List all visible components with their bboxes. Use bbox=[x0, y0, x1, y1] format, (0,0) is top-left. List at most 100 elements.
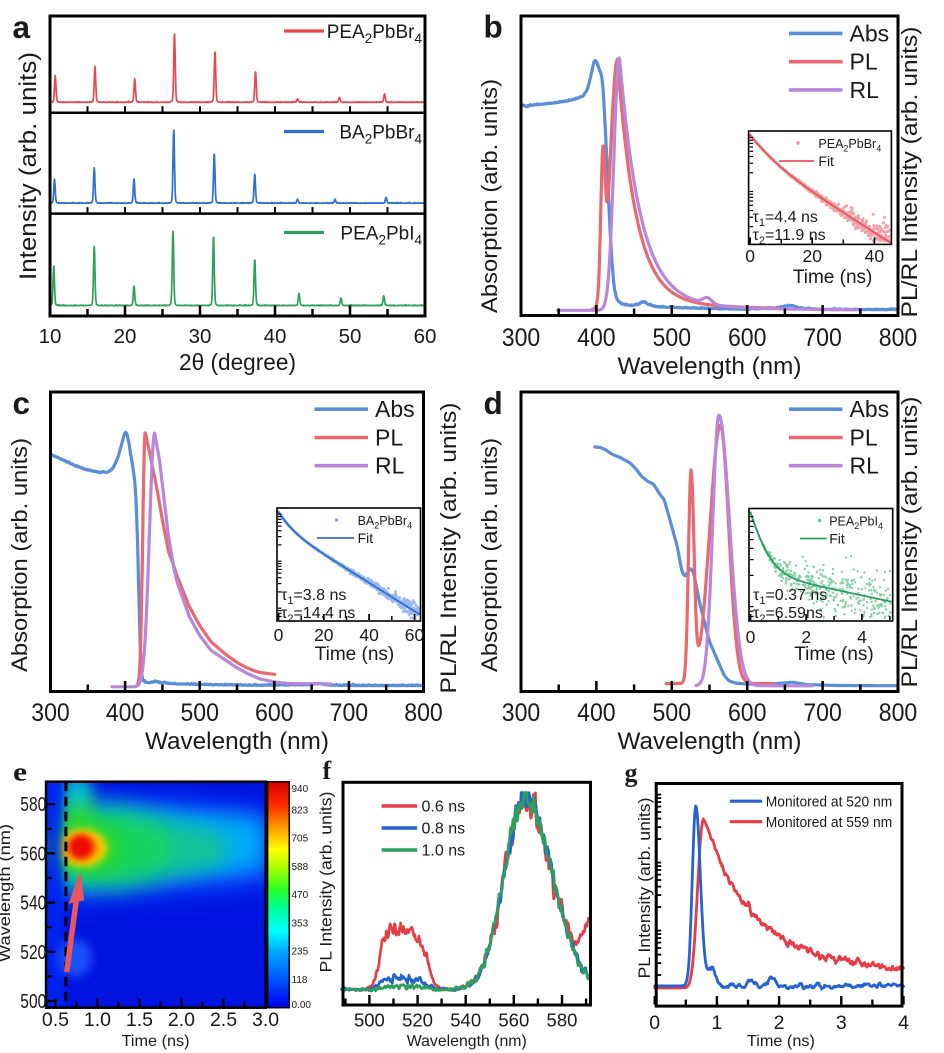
svg-text:0: 0 bbox=[274, 625, 284, 645]
svg-text:4: 4 bbox=[898, 1012, 909, 1034]
svg-text:g: g bbox=[625, 759, 638, 788]
svg-text:500: 500 bbox=[180, 699, 219, 727]
svg-text:500: 500 bbox=[20, 991, 46, 1013]
svg-text:1: 1 bbox=[711, 1012, 722, 1034]
svg-text:PL/RL Intensity (arb. units): PL/RL Intensity (arb. units) bbox=[897, 397, 922, 688]
svg-text:PL/RL Intensity (arb. units): PL/RL Intensity (arb. units) bbox=[436, 403, 461, 694]
svg-text:353: 353 bbox=[292, 918, 309, 929]
svg-text:560: 560 bbox=[498, 1010, 529, 1031]
svg-text:2: 2 bbox=[774, 1012, 785, 1034]
svg-text:540: 540 bbox=[450, 1010, 481, 1031]
svg-text:e: e bbox=[13, 758, 27, 787]
svg-text:600: 600 bbox=[728, 324, 767, 352]
svg-text:540: 540 bbox=[20, 893, 46, 915]
svg-text:10: 10 bbox=[39, 325, 62, 348]
svg-text:Time (ns): Time (ns) bbox=[315, 644, 395, 665]
svg-text:τ1=0.37 ns: τ1=0.37 ns bbox=[753, 587, 827, 607]
svg-text:c: c bbox=[13, 385, 31, 421]
svg-text:Fit: Fit bbox=[818, 153, 834, 169]
svg-text:1.5: 1.5 bbox=[126, 1009, 153, 1031]
svg-text:1.0: 1.0 bbox=[84, 1009, 111, 1031]
svg-text:700: 700 bbox=[803, 699, 842, 727]
svg-text:d: d bbox=[484, 385, 503, 421]
svg-text:800: 800 bbox=[879, 699, 918, 727]
svg-text:Monitored at 520 nm: Monitored at 520 nm bbox=[766, 794, 892, 811]
svg-text:4: 4 bbox=[857, 627, 867, 647]
svg-text:RL: RL bbox=[375, 453, 405, 479]
svg-text:Wavelength (nm): Wavelength (nm) bbox=[618, 353, 802, 380]
svg-text:520: 520 bbox=[402, 1010, 433, 1031]
svg-text:520: 520 bbox=[20, 942, 46, 964]
svg-text:τ1=4.4 ns: τ1=4.4 ns bbox=[753, 209, 818, 229]
svg-text:800: 800 bbox=[404, 699, 443, 727]
svg-text:560: 560 bbox=[20, 843, 46, 865]
svg-text:Wavelength (nm): Wavelength (nm) bbox=[0, 824, 14, 962]
svg-text:0.00: 0.00 bbox=[292, 1000, 312, 1011]
svg-text:0: 0 bbox=[746, 627, 756, 647]
svg-text:300: 300 bbox=[31, 699, 70, 727]
svg-text:PEA2PbI4: PEA2PbI4 bbox=[829, 515, 883, 532]
svg-text:PL: PL bbox=[850, 49, 878, 75]
svg-text:τ2=11.9 ns: τ2=11.9 ns bbox=[753, 227, 826, 247]
svg-text:Monitored at 559 nm: Monitored at 559 nm bbox=[766, 814, 892, 831]
svg-text:40: 40 bbox=[865, 246, 885, 266]
svg-text:RL: RL bbox=[850, 453, 880, 479]
svg-text:600: 600 bbox=[728, 699, 767, 727]
svg-text:0.6 ns: 0.6 ns bbox=[422, 799, 466, 816]
svg-text:Absorption (arb. units): Absorption (arb. units) bbox=[7, 438, 32, 672]
svg-text:2: 2 bbox=[801, 627, 811, 647]
svg-text:RL: RL bbox=[850, 77, 880, 103]
svg-text:50: 50 bbox=[339, 325, 362, 348]
svg-text:1.0 ns: 1.0 ns bbox=[422, 843, 466, 860]
svg-text:Wavelength (nm): Wavelength (nm) bbox=[618, 728, 802, 755]
svg-text:823: 823 bbox=[292, 805, 309, 816]
svg-text:Abs: Abs bbox=[850, 20, 890, 46]
svg-text:60: 60 bbox=[405, 625, 425, 645]
svg-text:588: 588 bbox=[292, 862, 309, 873]
svg-text:3.0: 3.0 bbox=[252, 1009, 279, 1031]
svg-text:940: 940 bbox=[292, 784, 309, 795]
svg-text:580: 580 bbox=[547, 1010, 578, 1031]
svg-text:470: 470 bbox=[292, 890, 309, 901]
svg-text:300: 300 bbox=[502, 699, 541, 727]
svg-text:PL: PL bbox=[850, 425, 878, 451]
svg-text:Time (ns): Time (ns) bbox=[747, 1033, 815, 1050]
svg-text:τ2=6.59ns: τ2=6.59ns bbox=[753, 605, 823, 625]
svg-text:20: 20 bbox=[802, 246, 822, 266]
svg-text:b: b bbox=[484, 9, 503, 45]
svg-text:0: 0 bbox=[745, 246, 755, 266]
svg-text:235: 235 bbox=[292, 947, 309, 958]
svg-text:60: 60 bbox=[414, 325, 437, 348]
svg-text:700: 700 bbox=[803, 324, 842, 352]
svg-text:118: 118 bbox=[292, 975, 308, 986]
svg-text:580: 580 bbox=[20, 794, 46, 816]
svg-text:Fit: Fit bbox=[829, 531, 845, 547]
svg-text:400: 400 bbox=[577, 699, 616, 727]
svg-text:Time (ns): Time (ns) bbox=[122, 1033, 190, 1050]
svg-text:2.0: 2.0 bbox=[168, 1009, 195, 1031]
svg-text:0.8 ns: 0.8 ns bbox=[422, 821, 466, 838]
svg-text:300: 300 bbox=[502, 324, 541, 352]
svg-text:BA2PbBr4: BA2PbBr4 bbox=[358, 514, 413, 531]
svg-text:PL/RL Intensity (arb. units): PL/RL Intensity (arb. units) bbox=[897, 27, 922, 318]
svg-text:30: 30 bbox=[189, 325, 212, 348]
svg-text:40: 40 bbox=[264, 325, 287, 348]
svg-text:Wavelength (nm): Wavelength (nm) bbox=[145, 728, 329, 755]
svg-text:3: 3 bbox=[836, 1012, 847, 1034]
svg-text:Abs: Abs bbox=[375, 396, 415, 422]
svg-text:705: 705 bbox=[292, 834, 309, 845]
svg-text:500: 500 bbox=[354, 1010, 385, 1031]
svg-text:500: 500 bbox=[653, 699, 692, 727]
svg-text:2.5: 2.5 bbox=[210, 1009, 237, 1031]
svg-text:400: 400 bbox=[577, 324, 616, 352]
svg-text:a: a bbox=[13, 9, 31, 45]
svg-text:600: 600 bbox=[255, 699, 294, 727]
svg-text:700: 700 bbox=[330, 699, 369, 727]
svg-text:0.5: 0.5 bbox=[42, 1009, 69, 1031]
svg-text:Absorption (arb. units): Absorption (arb. units) bbox=[477, 79, 502, 313]
svg-text:40: 40 bbox=[359, 625, 379, 645]
svg-text:f: f bbox=[323, 756, 332, 785]
svg-text:Wavelength (nm): Wavelength (nm) bbox=[407, 1033, 527, 1050]
svg-text:20: 20 bbox=[314, 625, 334, 645]
svg-text:τ1=3.8 ns: τ1=3.8 ns bbox=[281, 587, 346, 607]
